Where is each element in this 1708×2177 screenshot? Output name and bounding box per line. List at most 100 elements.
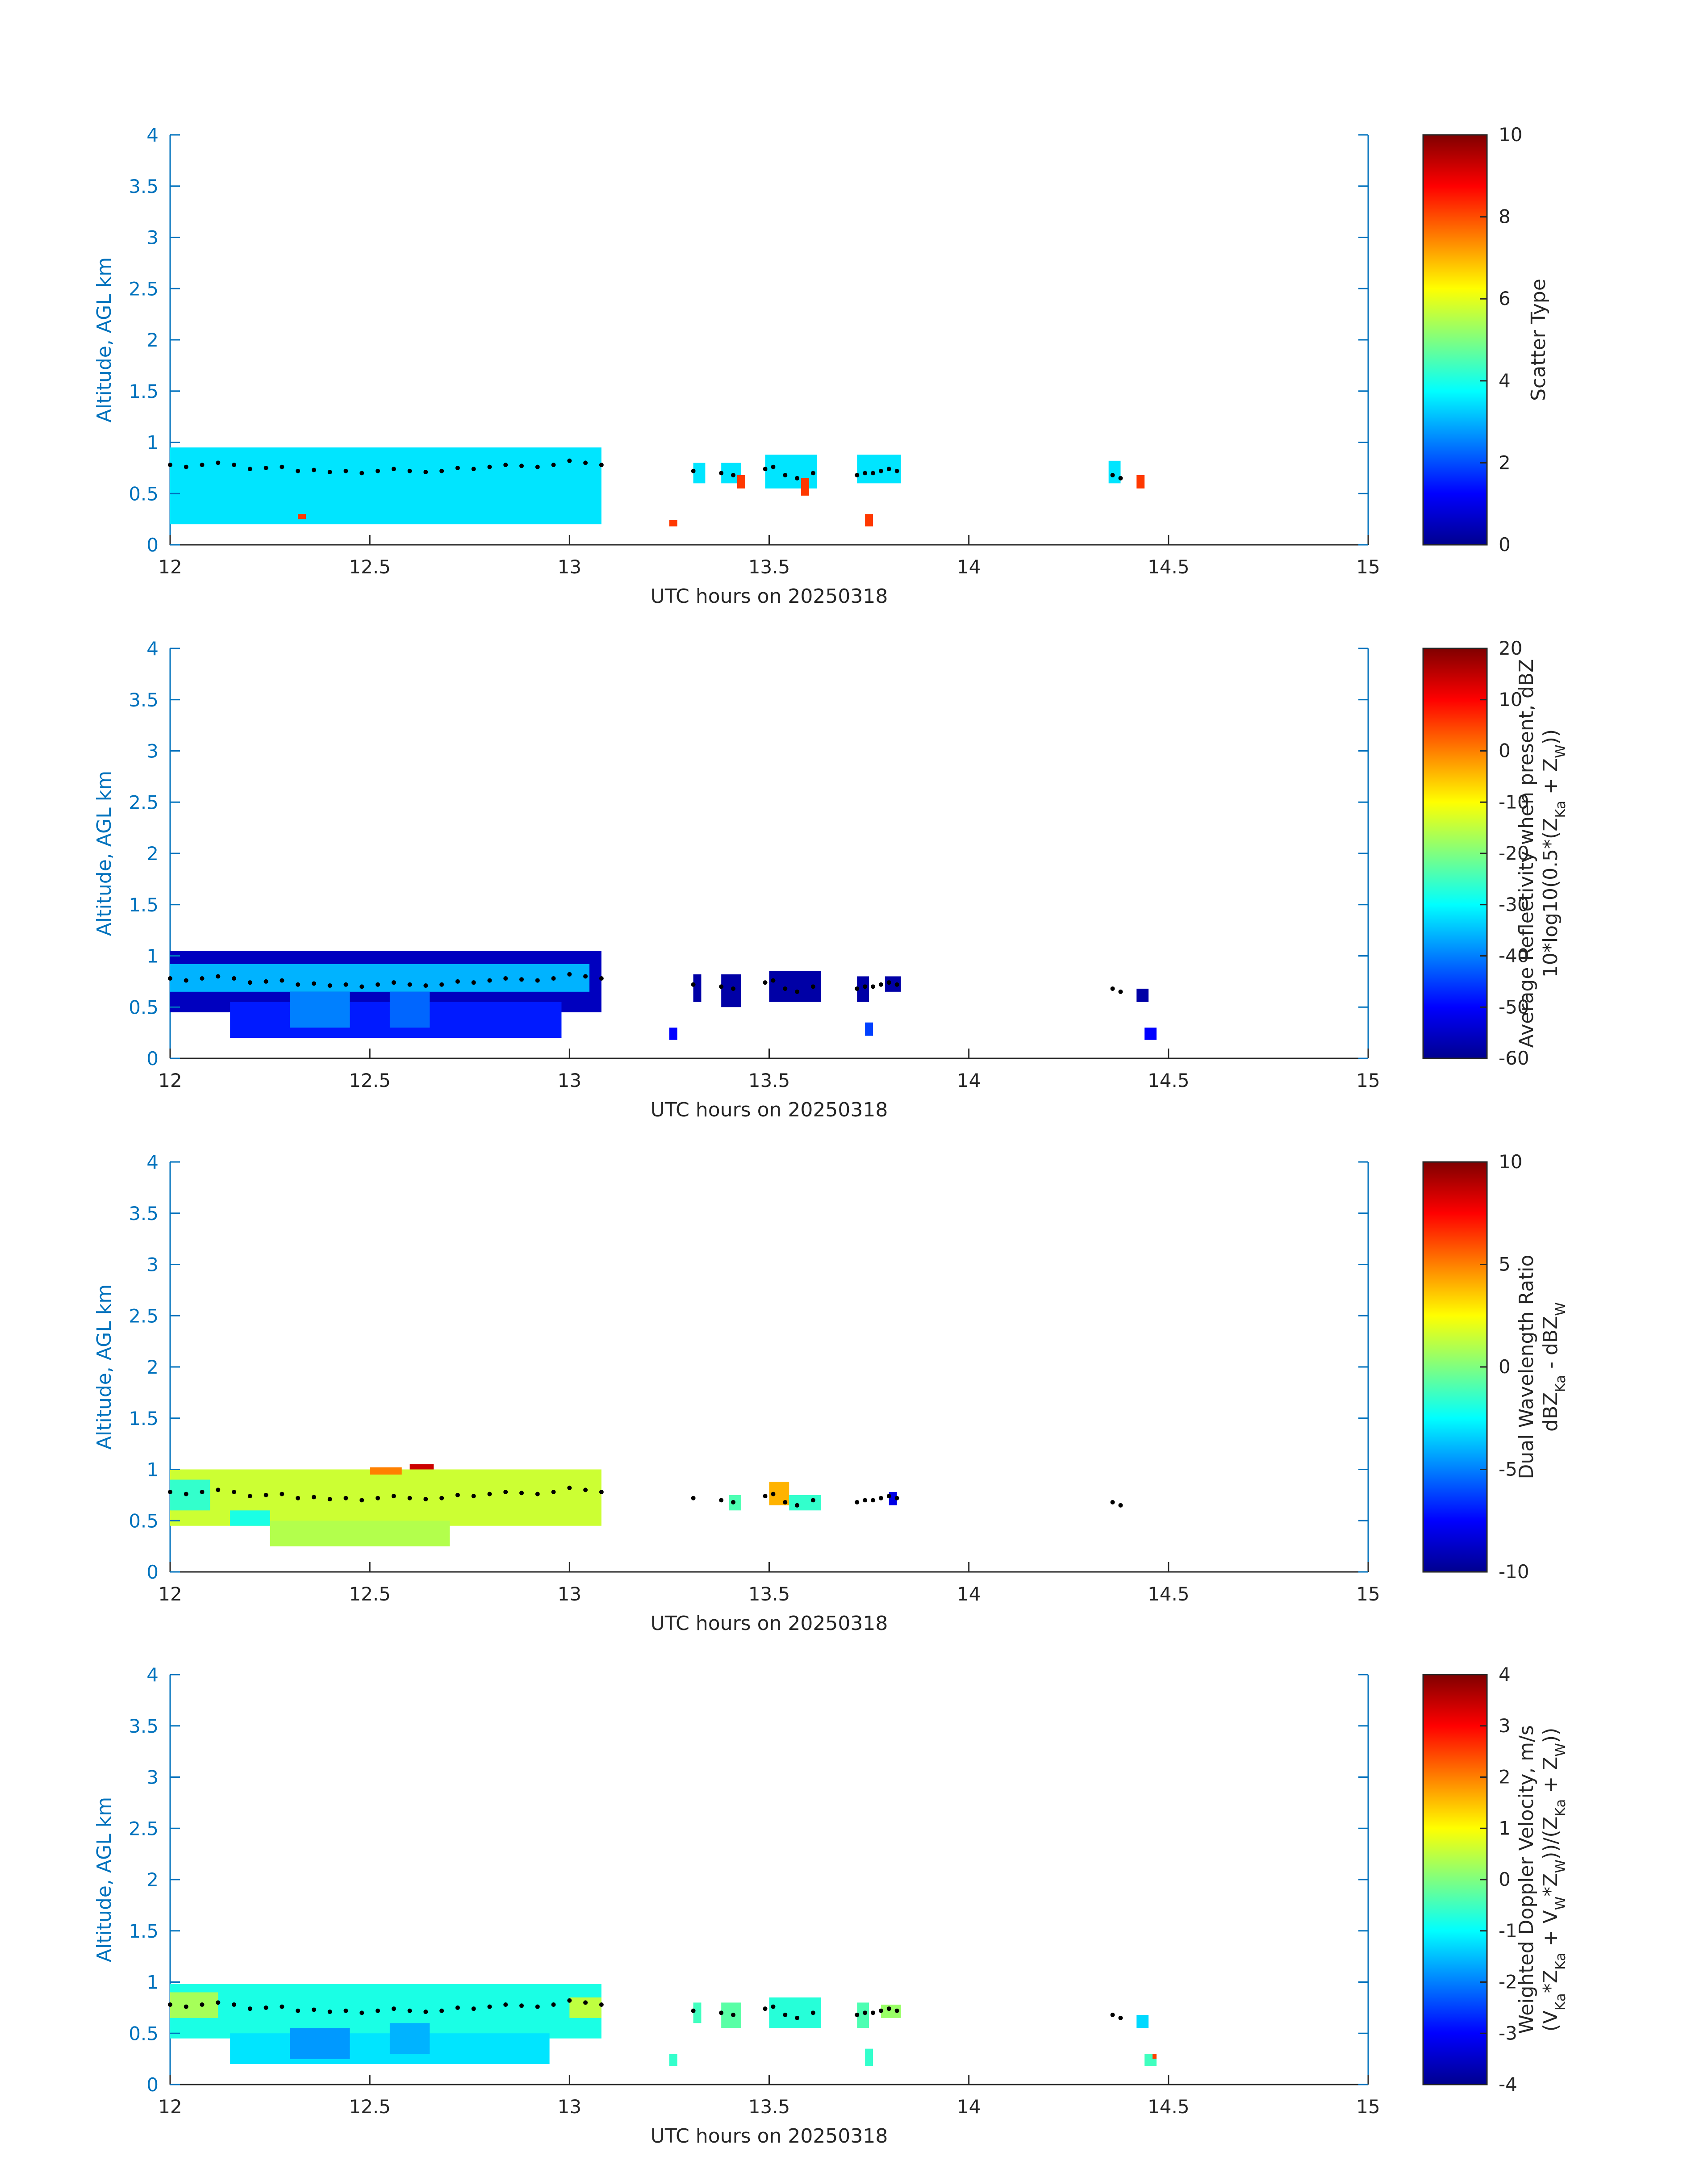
y-tick-label: 3.5 [129,1715,159,1737]
cloud-base-dot [894,468,899,473]
x-tick-label: 12 [158,556,182,578]
cloud-base-dot [1110,1500,1115,1504]
x-tick-label: 13 [558,556,581,578]
panel-1: 12 12.5 13 13.5 14 14.5 15 0 0.5 1 1.5 2 2.5 3 3.5 4 UTC… [93,124,1550,608]
colorbar-label: dBZKa - dBZW [1539,1302,1569,1432]
x-tick-label: 15 [1356,1070,1380,1091]
heatmap-cell [857,455,901,484]
x-tick-label: 14 [957,2096,981,2118]
y-tick-label: 1 [146,1459,159,1481]
heatmap-cell [737,475,745,489]
heatmap-cell [170,1479,210,1511]
cloud-base-dot [391,1494,396,1499]
y-tick-label: 0.5 [129,2022,159,2044]
heatmap-cell [669,2054,677,2066]
cloud-base-dot [232,1489,237,1494]
cloud-base-dot [423,1497,428,1502]
cloud-base-dot [200,1489,205,1494]
cloud-base-dot [599,2002,604,2007]
x-tick-label: 15 [1356,2096,1380,2118]
cloud-base-dot [731,986,736,991]
cloud-base-dot [719,2010,724,2015]
cloud-base-dot [567,458,572,463]
cloud-base-dot [439,468,444,473]
cloud-base-dot [1118,2015,1123,2020]
cloud-base-dot [407,468,412,473]
heatmap-cell [1136,2014,1149,2028]
colorbar-tick-label: 8 [1499,206,1511,228]
colorbar-tick-label: -40 [1499,945,1529,967]
cloud-base-dot [855,2012,860,2017]
cloud-base-dot [247,2006,252,2011]
heatmap-cell [1108,460,1121,484]
cloud-base-dot [731,1500,736,1504]
colorbar-tick-label: -2 [1499,1971,1517,1993]
colorbar-tick-label: 0 [1499,740,1511,762]
cloud-base-dot [232,2002,237,2007]
cloud-base-dot [376,2008,380,2013]
y-tick-label: 1.5 [129,894,159,916]
heatmap-cell [298,514,306,519]
y-tick-label: 0 [146,534,159,556]
cloud-base-dot [455,979,460,984]
heatmap-cell [370,1467,402,1475]
colorbar [1422,1161,1488,1573]
cloud-base-dot [763,980,768,985]
colorbar [1422,1674,1488,2085]
cloud-base-dot [691,982,696,987]
heatmap-cell [1144,1028,1157,1040]
cloud-base-dot [871,2010,876,2015]
cloud-base-dot [359,1498,364,1503]
cloud-base-dot [168,462,172,467]
x-tick-label: 13.5 [748,2096,790,2118]
heatmap-cell [669,1028,677,1040]
cloud-base-dot [407,1496,412,1500]
colorbar-tick-label: -10 [1499,791,1529,813]
heatmap-cell [693,463,706,484]
cloud-base-dot [871,984,876,989]
heatmap-cell [170,964,590,992]
heatmap-cell [170,447,601,525]
cloud-base-dot [795,1503,800,1508]
colorbar-tick-label: -3 [1499,2022,1517,2044]
cloud-base-dot [263,465,268,470]
x-axis-label: UTC hours on 20250318 [651,1099,888,1121]
cloud-base-dot [200,462,205,467]
cloud-base-dot [719,984,724,989]
heatmap-cell [1136,988,1149,1002]
cloud-base-dot [343,468,348,473]
y-tick-label: 4 [146,638,159,660]
cloud-base-dot [407,982,412,987]
y-tick-label: 3 [146,740,159,762]
cloud-base-dot [783,472,788,477]
heatmap-cell [290,2028,350,2059]
cloud-base-dot [439,1496,444,1500]
cloud-base-dot [691,468,696,473]
x-tick-label: 15 [1356,1583,1380,1605]
cloud-base-dot [280,1492,284,1496]
colorbar-tick-label: 4 [1499,1663,1511,1685]
cloud-base-dot [359,984,364,989]
cloud-base-dot [359,471,364,476]
cloud-base-dot [168,976,172,981]
cloud-base-dot [795,2015,800,2020]
cloud-base-dot [423,2010,428,2014]
cloud-base-dot [567,1998,572,2003]
cloud-base-dot [855,986,860,991]
cloud-base-dot [810,984,815,989]
heatmap-cell [1153,2054,1157,2059]
cloud-base-dot [327,983,332,988]
cloud-base-dot [216,974,221,979]
colorbar-tick-label: -10 [1499,1561,1529,1583]
cloud-base-dot [783,986,788,991]
y-tick-label: 1.5 [129,1920,159,1942]
cloud-base-dot [771,1492,776,1496]
heatmap-cell [865,1022,873,1036]
heatmap-cell [290,991,350,1028]
y-tick-label: 4 [146,1151,159,1173]
heatmap-cell [865,2048,873,2066]
cloud-base-dot [691,1496,696,1500]
y-tick-label: 2 [146,843,159,865]
x-tick-label: 13.5 [748,556,790,578]
colorbar-tick-label: 20 [1499,637,1522,659]
